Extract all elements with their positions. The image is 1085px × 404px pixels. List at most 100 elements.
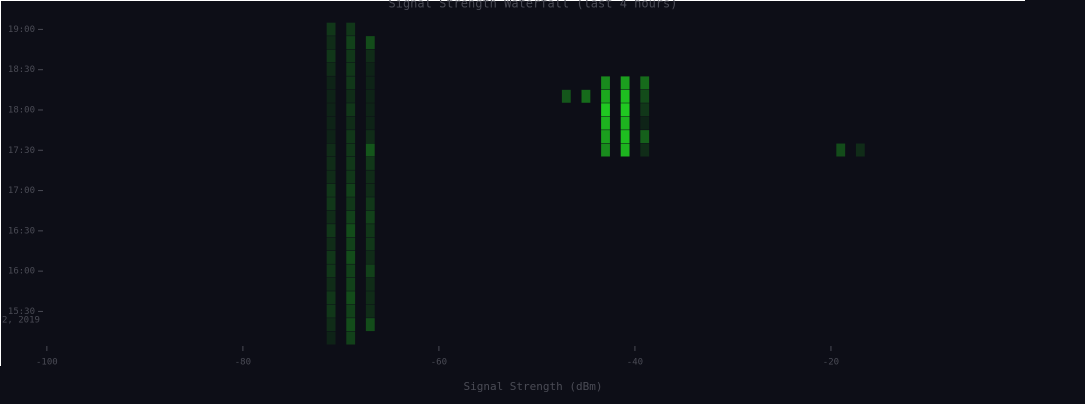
heat-cell [836,36,845,49]
heat-cell [620,143,630,157]
heat-cell [621,291,630,304]
heat-cell [582,238,591,251]
heat-cell [365,103,375,117]
heat-cell [582,197,591,210]
heat-cell [346,210,356,224]
heat-cell [326,62,336,76]
heat-cell [326,237,336,251]
heat-cell [346,304,356,318]
heat-cell [562,318,571,331]
heat-cell [582,144,591,157]
heat-cell [601,305,610,318]
heat-cell [836,90,845,103]
x-axis-label: Signal Strength (dBm) [463,380,602,393]
heat-cell [582,76,591,89]
heat-cell [836,264,845,277]
chart-title: Signal Strength Waterfall (last 4 hours) [389,0,678,11]
heat-cell [346,331,356,345]
heat-cell [640,103,650,117]
heat-cell [640,63,649,76]
heat-cell [856,224,865,237]
heat-cell [326,291,336,305]
heat-cell [836,117,845,130]
heat-cell [365,130,375,144]
heat-cell [640,157,649,170]
heat-cell [836,130,845,143]
heat-cell [621,251,630,264]
heat-cell [326,250,336,264]
heat-cell [640,184,649,197]
heat-cell [856,90,865,103]
heat-cell [856,318,865,331]
heat-cell [365,156,375,170]
heat-cell [621,23,630,36]
heat-cell [582,103,591,116]
heat-cell [582,251,591,264]
heat-cell [562,63,571,76]
heat-cell [582,63,591,76]
heat-cell [346,130,356,144]
heat-cell [365,62,375,76]
heat-cell [582,224,591,237]
heat-cell [856,332,865,345]
heat-cell [640,36,649,49]
heat-cell [562,224,571,237]
heat-cell [836,76,845,89]
x-tick-label: -60 [431,358,447,368]
heat-cell [326,277,336,291]
heat-cell [836,170,845,183]
heat-cell [582,23,591,36]
heat-cell [601,278,610,291]
heat-cell [326,318,336,332]
heat-cell [601,157,610,170]
y-tick-label: 19:00 [8,25,35,35]
heat-cell [326,264,336,278]
x-tick-label: -40 [627,358,643,368]
heat-cell [601,130,610,144]
heat-cell [621,50,630,63]
heat-cell [326,170,336,184]
heat-cell [346,62,356,76]
heat-cell [326,116,336,130]
heat-cell [836,103,845,116]
heat-cell [326,224,336,238]
heat-cell [562,278,571,291]
heat-cell [601,36,610,49]
heat-cell [346,89,356,103]
heat-cell [836,50,845,63]
heat-cell [640,211,649,224]
heat-cell [562,23,571,36]
heat-cell [640,197,649,210]
heat-cell [601,143,610,157]
heat-cell [326,210,336,224]
heat-cell [365,89,375,103]
heat-cell [365,116,375,130]
heat-cell [581,89,591,103]
heat-cell [365,49,375,63]
heat-cell [856,103,865,116]
panel-edge-top [0,0,1025,1]
heat-cell [601,170,610,183]
heat-cell [640,50,649,63]
heat-cell [365,143,375,157]
y-tick-label: 16:00 [8,267,35,277]
heat-cell [621,36,630,49]
heat-cell [346,197,356,211]
heat-cell [562,305,571,318]
heat-cell [326,76,336,90]
heat-cell [856,291,865,304]
heat-cell [621,224,630,237]
heat-cell [621,157,630,170]
heat-cell [562,211,571,224]
heat-cell [621,305,630,318]
heat-cell [326,130,336,144]
heat-cell [620,116,630,130]
heat-cell [562,251,571,264]
heat-cell [326,304,336,318]
heat-cell [601,211,610,224]
heat-cell [326,143,336,157]
heat-cell [365,210,375,224]
heat-cell [836,23,845,36]
heat-cell [365,36,375,50]
